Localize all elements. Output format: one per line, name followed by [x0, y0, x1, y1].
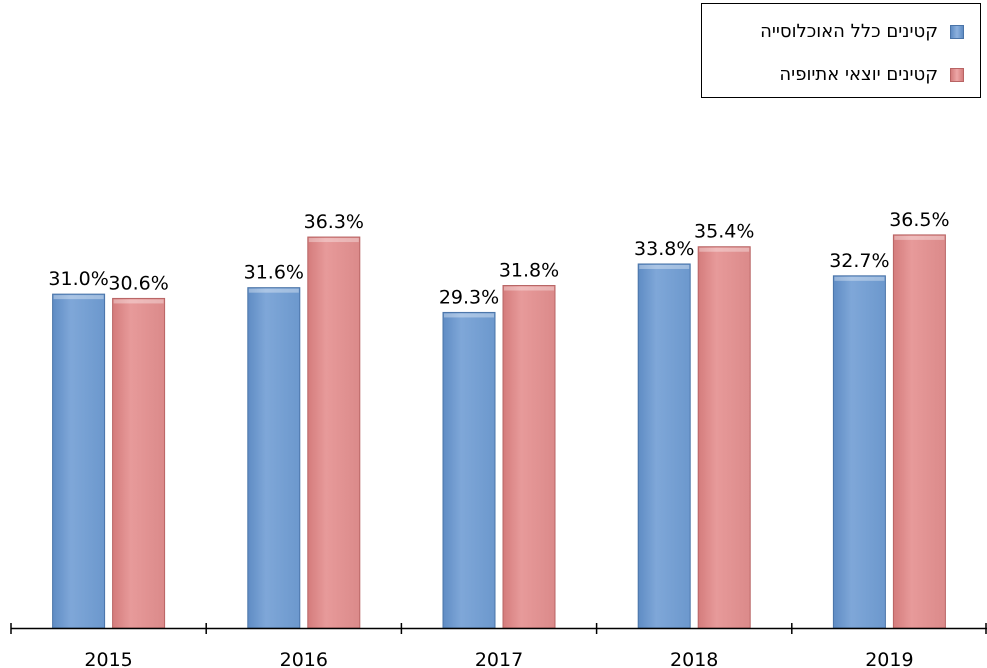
x-tick-label-2018: 2018 — [670, 649, 718, 668]
data-label-2017-series-0: 29.3% — [439, 286, 499, 308]
x-axis — [10, 623, 987, 634]
data-label-2019-series-0: 32.7% — [829, 250, 889, 272]
legend-item-series-1: קטינים יוצאי אתיופיה — [779, 64, 964, 85]
legend-swatch-series-0 — [950, 24, 964, 39]
data-label-2015-series-1: 30.6% — [108, 272, 168, 294]
bar-highlight-2019-series-1 — [894, 235, 945, 240]
legend: קטינים כלל האוכלוסייה קטינים יוצאי אתיופ… — [701, 3, 981, 98]
bar-labels-group: 31.0% 30.6% 31.6% 36.3% 29.3%31.8% 33.8%35.4%… — [48, 209, 949, 309]
bar-2018-series-1 — [697, 246, 751, 629]
bar-highlight-2015-series-1 — [113, 299, 164, 304]
bar-highlight-2016-series-1 — [308, 238, 359, 243]
bar-2019-series-1 — [892, 234, 946, 629]
bar-2017-series-1 — [502, 285, 556, 629]
legend-swatch-series-1 — [950, 67, 964, 82]
bar-2017-series-0 — [442, 311, 496, 629]
bar-2018-series-0 — [637, 263, 691, 629]
bar-2015-series-1 — [112, 297, 166, 629]
bar-2016-series-1 — [307, 236, 361, 629]
data-label-2017-series-1: 31.8% — [499, 260, 559, 282]
bar-highlight-2015-series-0 — [53, 295, 104, 300]
bar-highlight-2017-series-0 — [444, 313, 494, 318]
data-label-2016-series-1: 36.3% — [304, 211, 364, 233]
bar-highlight-2016-series-0 — [248, 288, 299, 293]
bar-2019-series-0 — [832, 275, 886, 629]
data-label-2016-series-0: 31.6% — [244, 262, 304, 284]
bar-highlight-2019-series-0 — [834, 276, 885, 281]
legend-label-series-0: קטינים כלל האוכלוסייה — [760, 21, 938, 42]
bar-highlight-2018-series-0 — [639, 264, 690, 269]
data-label-2019-series-1: 36.5% — [889, 209, 949, 231]
bar-highlight-2018-series-1 — [699, 247, 750, 252]
x-tick-label-2016: 2016 — [280, 649, 328, 668]
legend-item-series-0: קטינים כלל האוכלוסייה — [760, 21, 964, 42]
x-tick-label-2019: 2019 — [865, 649, 913, 668]
data-label-2018-series-1: 35.4% — [694, 221, 754, 243]
x-tick-labels: 2015 2016 2017 2018 2019 — [84, 649, 913, 668]
x-tick-label-2017: 2017 — [475, 649, 523, 668]
bar-2015-series-0 — [52, 293, 106, 629]
legend-label-series-1: קטינים יוצאי אתיופיה — [779, 64, 938, 85]
data-label-2018-series-0: 33.8% — [634, 238, 694, 260]
x-tick-label-2015: 2015 — [84, 649, 132, 668]
bar-highlight-2017-series-1 — [504, 286, 554, 291]
data-label-2015-series-0: 31.0% — [48, 268, 108, 290]
bar-2016-series-0 — [247, 287, 301, 629]
